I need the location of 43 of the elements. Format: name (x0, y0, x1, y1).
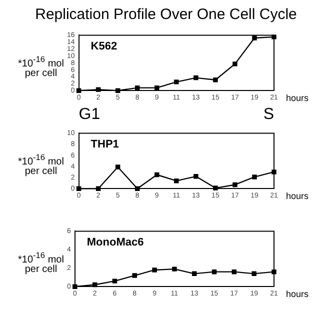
point (252, 174, 257, 180)
y-axis-title: *10$^{-16}$ mol per cell (18, 250, 64, 276)
point (72, 284, 78, 289)
point (115, 164, 120, 170)
point (212, 269, 217, 274)
point (192, 271, 197, 276)
point (232, 269, 237, 274)
point (76, 88, 82, 93)
point (252, 271, 256, 276)
annotation: MonoMac6 (86, 236, 144, 249)
point (115, 88, 120, 93)
point (112, 278, 118, 284)
point (252, 36, 257, 40)
point (174, 178, 179, 184)
y-axis-title: *10$^{-16}$ mol per cell (18, 152, 64, 178)
point (232, 62, 238, 66)
text: G1 (78, 106, 100, 124)
point (213, 186, 218, 190)
point (174, 80, 179, 84)
y-axis-title: *10$^{-16}$ mol per cell (18, 54, 64, 80)
x-axis-title: hours (286, 289, 310, 300)
point (194, 75, 198, 80)
annotation: THP1 (90, 138, 119, 151)
x-axis-title: hours (286, 93, 310, 104)
point (76, 186, 82, 191)
point (96, 87, 101, 92)
point (92, 282, 98, 288)
annotation: K562 (90, 40, 118, 53)
point (272, 170, 276, 174)
text: S (263, 106, 274, 124)
point (172, 266, 177, 272)
point (132, 273, 137, 278)
point (232, 182, 238, 188)
point (213, 78, 218, 82)
x-axis-title: hours (286, 191, 310, 202)
point (154, 172, 160, 178)
point (134, 85, 140, 90)
point (96, 186, 101, 191)
point (152, 268, 157, 272)
point (134, 186, 140, 191)
point (194, 174, 198, 179)
chart-title: Replication Profile Over One Cell Cycle (34, 6, 298, 23)
point (154, 85, 160, 90)
